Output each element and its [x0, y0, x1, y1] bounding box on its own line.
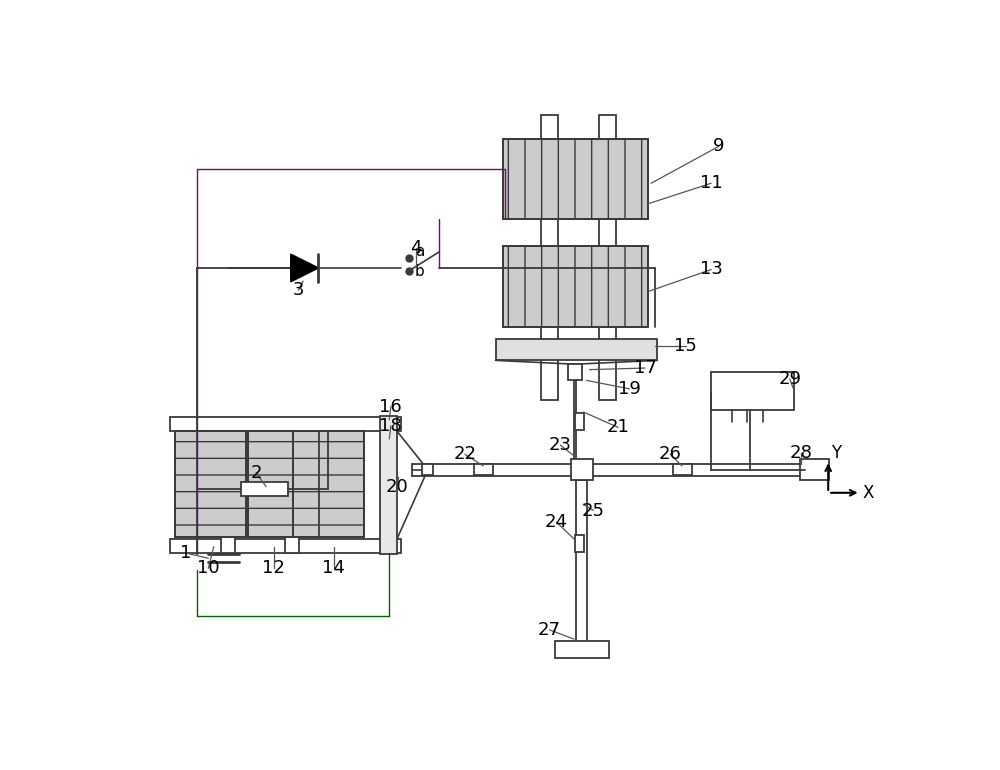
Text: 12: 12	[262, 559, 285, 578]
Bar	[170, 417, 401, 431]
Bar	[571, 459, 593, 480]
Bar	[496, 339, 657, 360]
Text: 17: 17	[634, 359, 656, 377]
Text: 25: 25	[582, 501, 605, 520]
Text: 20: 20	[386, 477, 408, 496]
Bar	[285, 431, 299, 553]
Bar	[555, 641, 609, 658]
Bar	[241, 482, 288, 496]
Text: 18: 18	[379, 417, 402, 435]
Text: Y: Y	[831, 444, 841, 462]
Text: 11: 11	[700, 174, 723, 192]
Bar	[576, 480, 587, 647]
Bar	[380, 416, 397, 554]
Text: 1: 1	[180, 544, 191, 562]
Bar	[293, 431, 364, 537]
Text: b: b	[415, 263, 424, 279]
Bar	[800, 459, 829, 480]
Bar	[599, 116, 616, 400]
Text: 21: 21	[607, 418, 629, 437]
Text: 16: 16	[379, 397, 402, 416]
Text: 24: 24	[545, 513, 568, 531]
Bar	[541, 116, 558, 400]
Text: 13: 13	[700, 260, 723, 279]
Bar	[175, 431, 246, 537]
Text: 9: 9	[713, 137, 725, 156]
Bar	[575, 535, 584, 552]
Text: 19: 19	[618, 380, 641, 398]
Text: 27: 27	[538, 621, 561, 639]
Text: 3: 3	[293, 281, 304, 300]
Text: X: X	[863, 484, 874, 502]
Bar	[221, 431, 235, 553]
Text: 22: 22	[453, 445, 476, 464]
Bar	[474, 464, 493, 475]
Bar	[575, 413, 584, 430]
Text: 28: 28	[790, 444, 813, 462]
Bar	[248, 431, 319, 537]
Bar	[503, 246, 648, 327]
Bar	[503, 246, 648, 327]
Polygon shape	[291, 254, 318, 282]
Text: 26: 26	[659, 445, 682, 464]
Bar	[293, 431, 364, 537]
Text: 4: 4	[411, 239, 422, 257]
Bar	[170, 539, 401, 553]
Bar	[175, 431, 246, 537]
Text: a: a	[415, 244, 424, 259]
Bar	[503, 139, 648, 219]
Text: 2: 2	[250, 464, 262, 482]
Bar	[568, 364, 582, 380]
Bar	[503, 139, 648, 219]
Bar	[248, 431, 319, 537]
Text: 23: 23	[549, 436, 572, 454]
Bar	[673, 464, 692, 475]
Bar	[711, 372, 794, 410]
Bar	[412, 464, 805, 476]
Text: 14: 14	[322, 559, 345, 578]
Text: 29: 29	[778, 370, 801, 388]
Text: 10: 10	[197, 559, 220, 578]
Text: 15: 15	[674, 337, 697, 356]
Bar	[422, 464, 433, 475]
